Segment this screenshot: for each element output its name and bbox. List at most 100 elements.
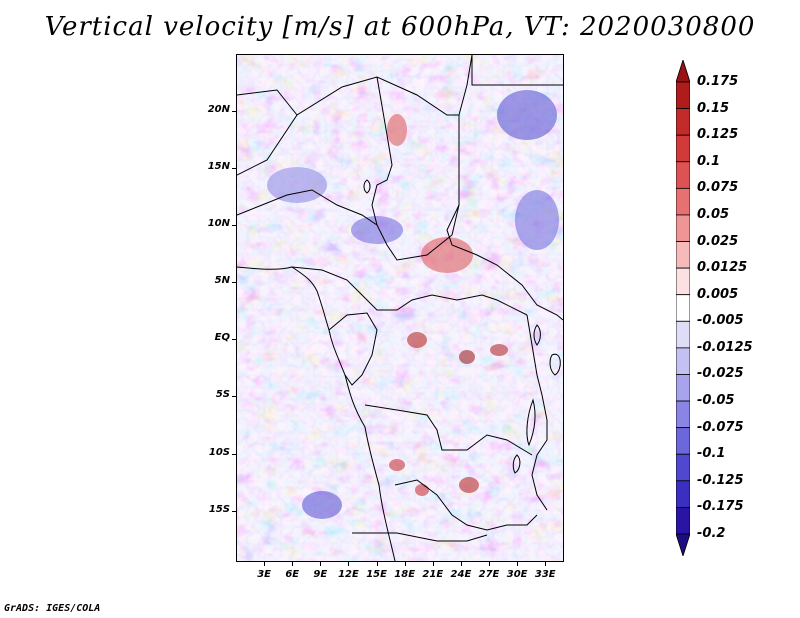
colorbar-label: 0.15 <box>697 100 730 116</box>
latitude-label: 10N <box>207 218 230 230</box>
latitude-label: 20N <box>207 104 230 116</box>
lake-chad <box>363 179 371 194</box>
latitude-tick <box>232 510 236 512</box>
colorbar <box>676 60 690 556</box>
colorbar-segment <box>676 507 690 535</box>
colorbar-label: -0.05 <box>697 393 735 409</box>
longitude-tick <box>376 562 378 566</box>
downdraft-region <box>515 190 559 250</box>
colorbar-segment <box>676 294 690 322</box>
country-boundaries <box>237 55 563 561</box>
updraft-cell <box>459 350 475 364</box>
colorbar-label: -0.0125 <box>697 339 753 355</box>
colorbar-segment <box>676 374 690 402</box>
longitude-tick <box>432 562 434 566</box>
longitude-tick <box>460 562 462 566</box>
border-algeria <box>237 89 298 116</box>
colorbar-segment <box>676 453 690 482</box>
longitude-tick <box>517 562 519 566</box>
latitude-label: 5N <box>214 275 230 287</box>
colorbar-segment <box>676 267 690 296</box>
longitude-label: 12E <box>338 569 359 580</box>
longitude-label: 18E <box>394 569 416 580</box>
colorbar-label: 0.05 <box>697 206 730 222</box>
border-egypt <box>471 55 563 86</box>
updraft-cell <box>389 459 405 471</box>
longitude-label: 3E <box>257 569 271 580</box>
updraft-cell <box>490 344 508 356</box>
grads-credit: GrADS: IGES/COLA <box>4 603 101 614</box>
colorbar-segment <box>676 241 690 269</box>
colorbar-label: 0.025 <box>697 233 739 249</box>
border-drc-angola <box>364 404 533 456</box>
latitude-tick <box>232 339 236 341</box>
colorbar-label: -0.1 <box>697 446 726 462</box>
updraft-cell <box>415 484 429 496</box>
colorbar-top-arrow <box>676 60 690 83</box>
updraft-region <box>421 237 473 273</box>
colorbar-segment <box>676 320 690 349</box>
colorbar-label: 0.125 <box>697 127 739 143</box>
colorbar-label: -0.005 <box>697 313 744 329</box>
colorbar-label: 0.0125 <box>697 260 748 276</box>
lake-victoria <box>549 353 561 376</box>
longitude-label: 24E <box>450 569 472 580</box>
longitude-label: 21E <box>422 569 444 580</box>
updraft-cell <box>459 477 479 493</box>
downdraft-region <box>497 90 557 140</box>
longitude-tick <box>545 562 547 566</box>
border-zambia <box>394 479 538 531</box>
longitude-label: 30E <box>506 569 528 580</box>
vertical-velocity-map[interactable] <box>236 54 564 562</box>
latitude-tick <box>232 396 236 398</box>
colorbar-label: -0.2 <box>697 526 726 541</box>
velocity-extremes <box>267 90 559 519</box>
border-car <box>291 266 528 316</box>
colorbar-segment <box>676 347 690 375</box>
colorbar-label: -0.125 <box>697 472 744 488</box>
downdraft-region <box>351 216 403 244</box>
plot-title: Vertical velocity [m/s] at 600hPa, VT: 2… <box>44 12 756 42</box>
longitude-tick <box>320 562 322 566</box>
latitude-tick <box>232 168 236 170</box>
updraft-cell <box>407 332 427 348</box>
border-east <box>526 314 548 511</box>
colorbar-label: -0.175 <box>697 499 744 515</box>
colorbar-label: 0.005 <box>697 286 739 302</box>
latitude-label: 15N <box>207 161 230 173</box>
latitude-tick <box>232 225 236 227</box>
latitude-label: 15S <box>208 503 230 515</box>
lake-mweru <box>512 454 521 474</box>
lake-albert <box>533 324 541 346</box>
latitude-tick <box>232 453 236 455</box>
downdraft-region <box>267 167 327 203</box>
border-niger-nigeria <box>237 189 378 226</box>
colorbar-label: 0.1 <box>697 153 721 169</box>
updraft-region <box>387 114 407 146</box>
colorbar-segment <box>676 187 690 216</box>
colorbar-segment <box>676 400 690 429</box>
lake-tanganyika <box>526 398 536 447</box>
latitude-label: EQ <box>214 332 230 344</box>
colorbar-segment <box>676 427 690 455</box>
colorbar-segment <box>676 81 690 109</box>
colorbar-segment <box>676 480 690 508</box>
downdraft-region <box>302 491 342 519</box>
colorbar-segment <box>676 214 690 242</box>
longitude-tick <box>404 562 406 566</box>
latitude-tick <box>232 111 236 113</box>
border-namibia <box>352 532 488 542</box>
colorbar-segment <box>676 108 690 136</box>
latitude-label: 5S <box>215 389 230 401</box>
colorbar-segment <box>676 161 690 189</box>
lakes <box>363 179 561 474</box>
border-sudan <box>446 204 563 321</box>
longitude-label: 6E <box>285 569 300 580</box>
latitude-label: 10S <box>208 446 230 458</box>
map-canvas <box>237 55 563 561</box>
colorbar-segment <box>676 134 690 163</box>
longitude-tick <box>264 562 266 566</box>
border-sahara <box>237 55 473 176</box>
colorbar-label: -0.075 <box>697 419 744 435</box>
longitude-label: 27E <box>478 569 500 580</box>
